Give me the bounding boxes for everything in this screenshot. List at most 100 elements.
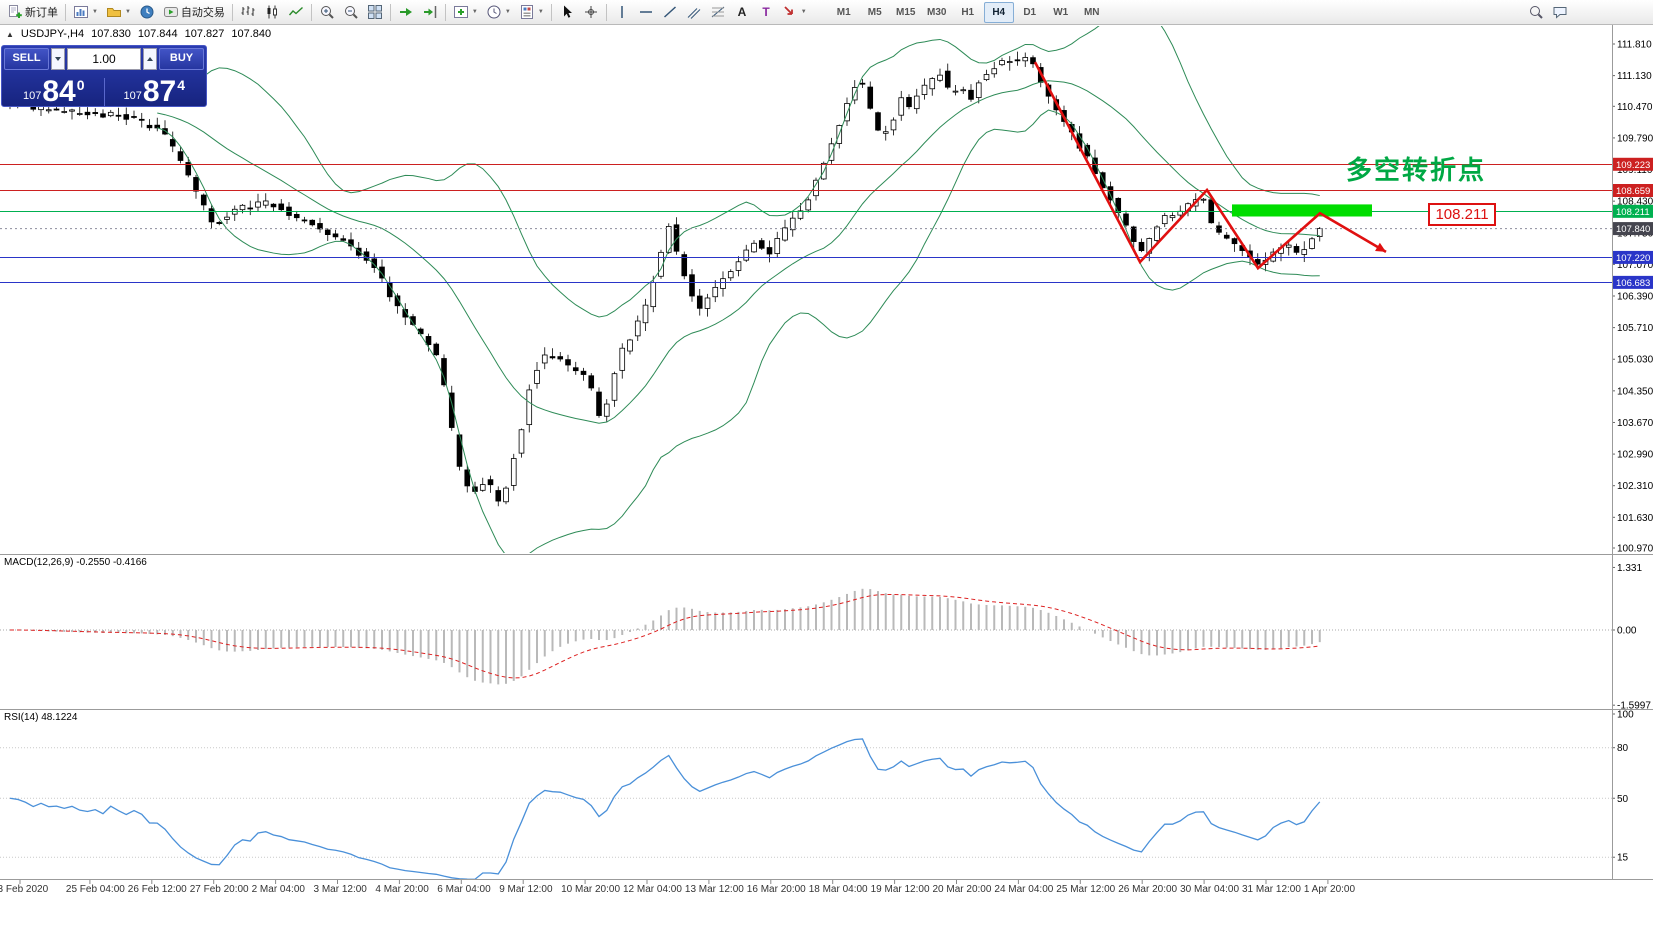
- zoom-in-icon: [320, 6, 334, 19]
- timeframe-m30-button[interactable]: M30: [926, 6, 947, 18]
- bollinger-bands: [157, 26, 1320, 553]
- chart-bars-button[interactable]: [236, 1, 260, 24]
- chart-shift-button[interactable]: [418, 1, 442, 24]
- new-chart-button[interactable]: ▼: [69, 1, 102, 24]
- svg-text:107.220: 107.220: [1616, 253, 1650, 264]
- volume-decrease-button[interactable]: [51, 48, 65, 70]
- sell-button[interactable]: SELL: [4, 48, 49, 70]
- svg-text:25 Feb 04:00: 25 Feb 04:00: [66, 884, 125, 895]
- indicators-button[interactable]: ▼: [449, 1, 482, 24]
- trendline-button[interactable]: [658, 1, 682, 24]
- zoom-in-button[interactable]: [315, 1, 339, 24]
- svg-text:-1.5997: -1.5997: [1617, 701, 1651, 712]
- macd-indicator-label: MACD(12,26,9) -0.2550 -0.4166: [4, 557, 147, 568]
- volume-increase-button[interactable]: [143, 48, 157, 70]
- svg-text:80: 80: [1617, 743, 1629, 754]
- price-divider: [103, 78, 105, 106]
- autotrading-button[interactable]: 自动交易: [159, 1, 229, 24]
- timeframe-w1-button[interactable]: W1: [1053, 6, 1069, 18]
- market-watch-button[interactable]: [135, 1, 159, 24]
- zigzag-arrow-head: [1375, 242, 1386, 252]
- channel-button[interactable]: [682, 1, 706, 24]
- channel-icon: [687, 8, 701, 19]
- zoom-out-button[interactable]: [339, 1, 363, 24]
- templates-button[interactable]: ▼: [515, 1, 548, 24]
- text-icon: A: [737, 5, 746, 19]
- timeframe-h1-button[interactable]: H1: [961, 6, 975, 18]
- buy-button[interactable]: BUY: [159, 48, 204, 70]
- auto-scroll-button[interactable]: [394, 1, 418, 24]
- buy-price-pips: 87: [142, 75, 177, 109]
- timeframe-group: M1 M5 M15 M30 H1 H4 D1 W1 MN: [829, 1, 1107, 23]
- svg-text:104.350: 104.350: [1617, 386, 1653, 397]
- macd-axis[interactable]: 1.331 0.00 -1.5997: [1612, 563, 1651, 712]
- zigzag-trend-line[interactable]: [1033, 61, 1387, 271]
- svg-text:110.470: 110.470: [1617, 102, 1653, 113]
- text-button[interactable]: A: [730, 1, 754, 24]
- svg-text:10 Mar 20:00: 10 Mar 20:00: [561, 884, 620, 895]
- buy-price[interactable]: 107 87 4: [105, 72, 205, 109]
- annotation-note-text[interactable]: 多空转折点: [1346, 155, 1487, 185]
- fibonacci-button[interactable]: [706, 1, 730, 24]
- auto-scroll-icon: [399, 8, 412, 16]
- price-callout-box[interactable]: 108.211: [1428, 203, 1496, 226]
- buy-price-base: 107: [123, 90, 142, 102]
- svg-text:9 Mar 12:00: 9 Mar 12:00: [499, 884, 553, 895]
- label-button[interactable]: T: [754, 1, 778, 24]
- toolbar-separator: [550, 3, 552, 21]
- arrows-button[interactable]: ▼: [778, 1, 811, 24]
- svg-text:27 Feb 20:00: 27 Feb 20:00: [190, 884, 249, 895]
- timeframe-m15-button[interactable]: M15: [895, 6, 916, 18]
- periods-button[interactable]: ▼: [482, 1, 515, 24]
- chart-line-button[interactable]: [284, 1, 308, 24]
- svg-text:6 Mar 04:00: 6 Mar 04:00: [437, 884, 491, 895]
- tile-windows-button[interactable]: [363, 1, 387, 24]
- volume-input[interactable]: [67, 48, 141, 70]
- profiles-button[interactable]: ▼: [102, 1, 135, 24]
- svg-text:18 Mar 04:00: 18 Mar 04:00: [809, 884, 868, 895]
- svg-text:A: A: [737, 5, 746, 19]
- toolbar-right-group: [1524, 1, 1650, 24]
- cursor-button[interactable]: [555, 1, 579, 24]
- chat-button[interactable]: [1548, 1, 1572, 24]
- vline-icon: [621, 6, 623, 18]
- price-axis[interactable]: 111.810111.130110.470109.790109.110108.4…: [1612, 40, 1653, 555]
- chart-candles-button[interactable]: [260, 1, 284, 24]
- svg-text:111.810: 111.810: [1617, 40, 1652, 51]
- timeframe-m5-button[interactable]: M5: [867, 6, 882, 18]
- chat-icon: [1553, 7, 1567, 19]
- green-zone-rectangle[interactable]: [1232, 204, 1372, 217]
- svg-text:102.310: 102.310: [1617, 481, 1653, 492]
- new-order-button[interactable]: 新订单: [3, 1, 62, 24]
- horizontal-level-lines[interactable]: [0, 163, 1612, 283]
- profiles-icon: [106, 8, 121, 17]
- open-value: 107.830: [91, 28, 131, 40]
- timeframe-mn-button[interactable]: MN: [1083, 6, 1100, 18]
- new-order-icon: [9, 5, 22, 18]
- svg-text:111.130: 111.130: [1617, 71, 1652, 82]
- shapes-icon: [784, 6, 793, 15]
- trade-panel-toggle-icon[interactable]: ▲: [6, 29, 14, 39]
- svg-text:106.683: 106.683: [1616, 278, 1650, 289]
- horizontal-line-button[interactable]: [634, 1, 658, 24]
- timeframe-h4-button[interactable]: H4: [983, 1, 1014, 23]
- vertical-line-button[interactable]: [610, 1, 634, 24]
- svg-text:109.223: 109.223: [1616, 160, 1650, 171]
- crosshair-button[interactable]: [579, 1, 603, 24]
- rsi-axis[interactable]: 100 80 50 15: [1612, 710, 1634, 864]
- svg-text:23 Feb 2020: 23 Feb 2020: [0, 884, 49, 895]
- sell-price[interactable]: 107 84 0: [4, 72, 104, 107]
- triangle-down-icon: [55, 57, 61, 64]
- timeframe-m1-button[interactable]: M1: [836, 6, 851, 18]
- search-button[interactable]: [1524, 1, 1548, 24]
- svg-text:106.390: 106.390: [1617, 291, 1653, 302]
- candlestick-series: [7, 51, 1323, 507]
- chart-candles-icon: [267, 5, 277, 19]
- timeframe-d1-button[interactable]: D1: [1023, 6, 1037, 18]
- svg-text:20 Mar 20:00: 20 Mar 20:00: [933, 884, 992, 895]
- market-watch-icon: [140, 5, 154, 19]
- svg-text:19 Mar 12:00: 19 Mar 12:00: [871, 884, 930, 895]
- svg-text:26 Feb 12:00: 26 Feb 12:00: [128, 884, 187, 895]
